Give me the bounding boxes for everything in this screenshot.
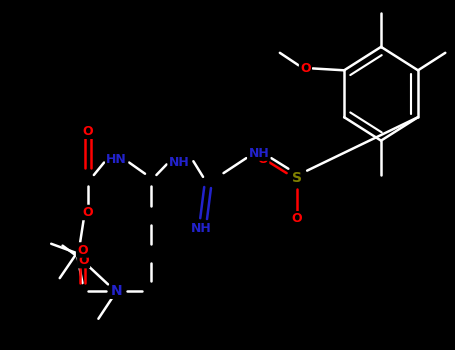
Text: S: S (292, 171, 302, 185)
Text: O: O (83, 125, 93, 138)
Text: O: O (78, 254, 89, 267)
Text: O: O (77, 244, 88, 257)
Text: O: O (258, 153, 268, 166)
Text: NH: NH (248, 147, 269, 160)
Text: N: N (111, 284, 122, 298)
Text: NH: NH (169, 156, 190, 169)
Text: O: O (292, 212, 302, 225)
Text: NH: NH (190, 222, 211, 235)
Text: O: O (83, 206, 93, 219)
Text: HN: HN (106, 153, 127, 166)
Text: O: O (300, 62, 311, 75)
